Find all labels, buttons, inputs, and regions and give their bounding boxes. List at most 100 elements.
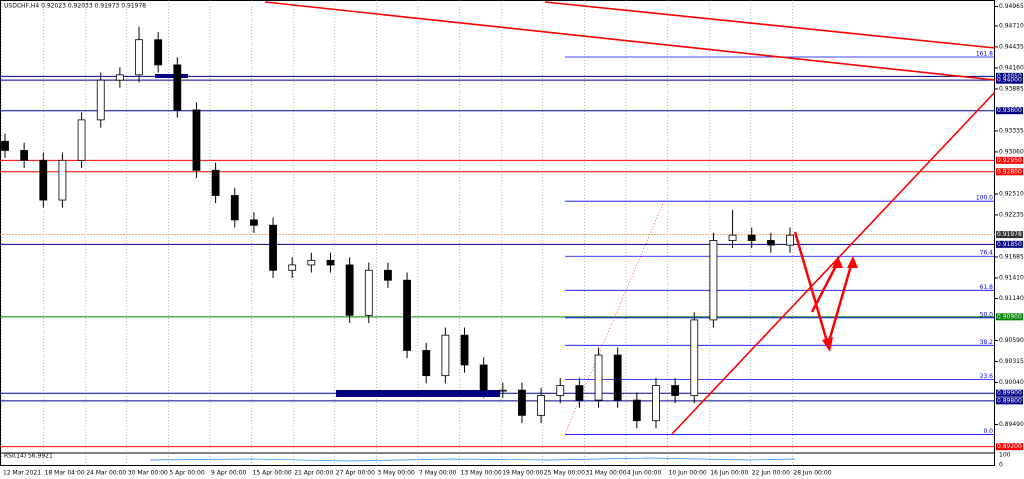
x-tick-label: 18 Mar 04:00	[45, 470, 85, 477]
level-box	[996, 397, 1023, 405]
candle-body	[96, 79, 105, 121]
level-label: 0.91850	[997, 241, 1022, 248]
candle-body	[135, 39, 143, 76]
y-tick-label: 0.90590	[999, 337, 1024, 344]
level-box	[996, 72, 1023, 80]
rsi-line	[149, 457, 796, 462]
candle-body	[575, 385, 584, 401]
fibo-label: 61.8	[980, 284, 994, 291]
y-tick-label: 0.94965	[999, 3, 1024, 10]
level-label: 0.93600	[997, 107, 1022, 114]
zone	[336, 390, 500, 397]
candle-body	[422, 350, 431, 377]
candle-body	[364, 269, 373, 316]
rsi-tick-label: 100	[999, 452, 1011, 459]
level-label: 0.91978	[997, 231, 1022, 238]
candle-body	[384, 269, 392, 281]
fibo-label: 0.0	[983, 428, 993, 435]
candle-body	[230, 195, 239, 221]
candle-body	[747, 234, 756, 241]
x-tick-label: 13 May 00:00	[461, 470, 502, 477]
level-box	[996, 156, 1023, 164]
level-label: 0.92950	[997, 157, 1022, 164]
x-tick-label: 30 Mar 00:00	[128, 470, 168, 477]
y-tick-label: 0.89490	[999, 421, 1024, 428]
candle-body	[460, 334, 469, 366]
level-label: 0.94050	[997, 73, 1022, 80]
candle-body	[728, 234, 737, 241]
y-tick-label: 0.91410	[999, 274, 1024, 281]
fibo-label: 38.2	[980, 339, 994, 346]
x-tick-label: 24 Mar 00:00	[86, 470, 126, 477]
trend-line	[544, 1, 996, 49]
candle-body	[173, 64, 182, 111]
level-box	[996, 76, 1023, 84]
y-tick-label: 0.91685	[999, 253, 1024, 260]
level-label: 0.92800	[997, 168, 1022, 175]
y-tick-label: 0.92235	[999, 211, 1024, 218]
x-tick-label: 27 Apr 00:00	[336, 470, 375, 477]
forecast-arrow	[810, 261, 840, 313]
x-tick-label: 22 Jun 00:00	[752, 470, 790, 477]
x-tick-label: 7 May 00:00	[419, 470, 457, 477]
candle-body	[709, 240, 718, 321]
x-tick-label: 21 Apr 00:00	[294, 470, 333, 477]
candle-body	[537, 395, 545, 416]
candle-body	[154, 39, 163, 66]
x-tick-label: 4 Jun 00:00	[627, 470, 661, 477]
candle-body	[192, 109, 201, 171]
candle-body	[58, 159, 67, 201]
candle-body	[250, 219, 258, 226]
level-box	[996, 231, 1023, 239]
fibo-label: 100.0	[976, 195, 993, 202]
x-tick-label: 19 May 00:00	[502, 470, 543, 477]
level-label: 0.94000	[997, 77, 1022, 84]
x-tick-label: 25 May 00:00	[544, 470, 585, 477]
level-label: 0.89900	[997, 390, 1022, 397]
y-tick-label: 0.90040	[999, 379, 1024, 386]
candle-body	[39, 159, 48, 201]
zone	[155, 74, 188, 78]
level-label: 0.89800	[997, 397, 1022, 404]
y-tick-label: 0.94710	[999, 22, 1024, 29]
x-tick-label: 9 Apr 00:00	[211, 470, 246, 477]
x-tick-label: 5 Apr 00:00	[169, 470, 204, 477]
y-tick-label: 0.93885	[999, 85, 1024, 92]
candle-body	[786, 234, 794, 246]
arrow-head	[822, 337, 833, 352]
x-tick-label: 10 Jun 00:00	[669, 470, 707, 477]
level-box	[996, 389, 1023, 397]
candle-body	[518, 389, 526, 416]
arrow-head	[847, 256, 858, 268]
x-tick-label: 12 Mar 2021	[3, 470, 41, 477]
level-box	[996, 240, 1023, 248]
level-box	[996, 107, 1023, 115]
candle-body	[498, 389, 507, 392]
y-tick-label: 0.94160	[999, 64, 1024, 71]
y-tick-label: 0.90315	[999, 358, 1024, 365]
candle-body	[1, 140, 9, 151]
candle-body	[690, 319, 699, 396]
level-box	[996, 313, 1023, 321]
candles	[1, 26, 794, 429]
arrow-head	[832, 256, 843, 268]
y-tick-label: 0.91140	[999, 295, 1024, 302]
candle-body	[77, 119, 86, 161]
candle-body	[479, 364, 488, 391]
rsi-label: RSI(14) 56.9921	[4, 453, 53, 460]
candle-body	[632, 399, 641, 422]
level-box	[996, 443, 1023, 451]
candle-body	[326, 259, 335, 266]
level-label: 0.90900	[997, 313, 1022, 320]
candle-body	[766, 240, 775, 246]
candle-body	[20, 150, 29, 161]
trend-line	[671, 91, 996, 435]
candle-body	[652, 385, 660, 422]
trend-line	[264, 1, 996, 81]
x-tick-label: 16 Jun 00:00	[710, 470, 748, 477]
candle-body	[556, 385, 565, 396]
candle-body	[307, 259, 316, 266]
axis: 0.94965 0.94710 0.94435 0.94160 0.93885 0.933…	[3, 3, 1024, 477]
candle-body	[211, 169, 220, 196]
